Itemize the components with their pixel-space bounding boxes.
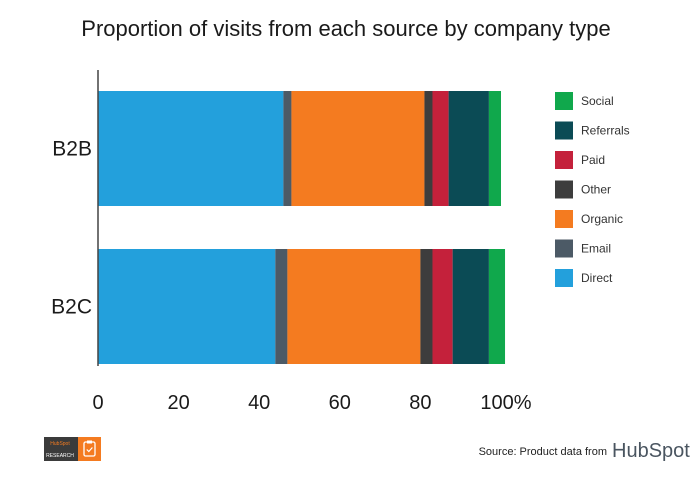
legend-label-email: Email xyxy=(581,242,611,256)
legend-label-organic: Organic xyxy=(581,212,623,226)
source-text: Source: Product data from xyxy=(479,446,607,458)
bar-b2b-organic xyxy=(291,91,425,206)
bars-group xyxy=(98,91,506,364)
bar-b2c-direct xyxy=(98,249,276,364)
bar-b2c-other xyxy=(420,249,433,364)
x-tick-label: 0 xyxy=(92,392,103,414)
bar-b2b-social xyxy=(488,91,501,206)
category-labels: B2B B2C xyxy=(51,138,92,319)
legend-label-paid: Paid xyxy=(581,153,605,167)
bar-b2b-paid xyxy=(432,91,449,206)
x-tick-label: 80 xyxy=(409,392,431,414)
clipboard-icon xyxy=(83,440,96,457)
hubspot-research-badge: HubSpot RESEARCH xyxy=(44,437,101,461)
legend-swatch-paid xyxy=(555,151,573,169)
bar-b2b-referrals xyxy=(448,91,489,206)
legend-swatch-organic xyxy=(555,210,573,228)
chart-title: Proportion of visits from each source by… xyxy=(81,16,610,41)
category-label-b2b: B2B xyxy=(52,138,92,161)
bar-b2c-paid xyxy=(432,249,453,364)
legend-label-other: Other xyxy=(581,183,611,197)
legend-swatch-other xyxy=(555,180,573,199)
bar-b2c-organic xyxy=(287,249,421,364)
legend-swatch-direct xyxy=(555,269,573,287)
x-tick-label: 60 xyxy=(329,392,351,414)
bar-b2b-email xyxy=(283,91,292,206)
category-label-b2c: B2C xyxy=(51,296,92,319)
bar-b2c-email xyxy=(275,249,288,364)
bar-b2b-other xyxy=(424,91,433,206)
legend-swatch-social xyxy=(555,92,573,110)
badge-bottom-text: RESEARCH xyxy=(46,453,74,459)
x-tick-labels: 0 20 40 60 80 100% xyxy=(92,392,531,414)
x-tick-label: 100% xyxy=(480,392,531,414)
legend: Social Referrals Paid Other Organic Email Dire… xyxy=(555,92,630,287)
badge-dark-block xyxy=(44,437,78,461)
legend-swatch-referrals xyxy=(555,121,573,140)
legend-label-direct: Direct xyxy=(581,271,613,285)
bar-b2b-direct xyxy=(98,91,284,206)
legend-label-referrals: Referrals xyxy=(581,124,630,138)
hubspot-logo: HubSpot xyxy=(612,440,690,462)
x-tick-label: 40 xyxy=(248,392,270,414)
bar-b2c-referrals xyxy=(452,249,489,364)
legend-label-social: Social xyxy=(581,94,614,108)
legend-swatch-email xyxy=(555,239,573,258)
x-tick-label: 20 xyxy=(167,392,189,414)
bar-b2c-social xyxy=(488,249,506,364)
badge-top-text: HubSpot xyxy=(50,441,70,447)
